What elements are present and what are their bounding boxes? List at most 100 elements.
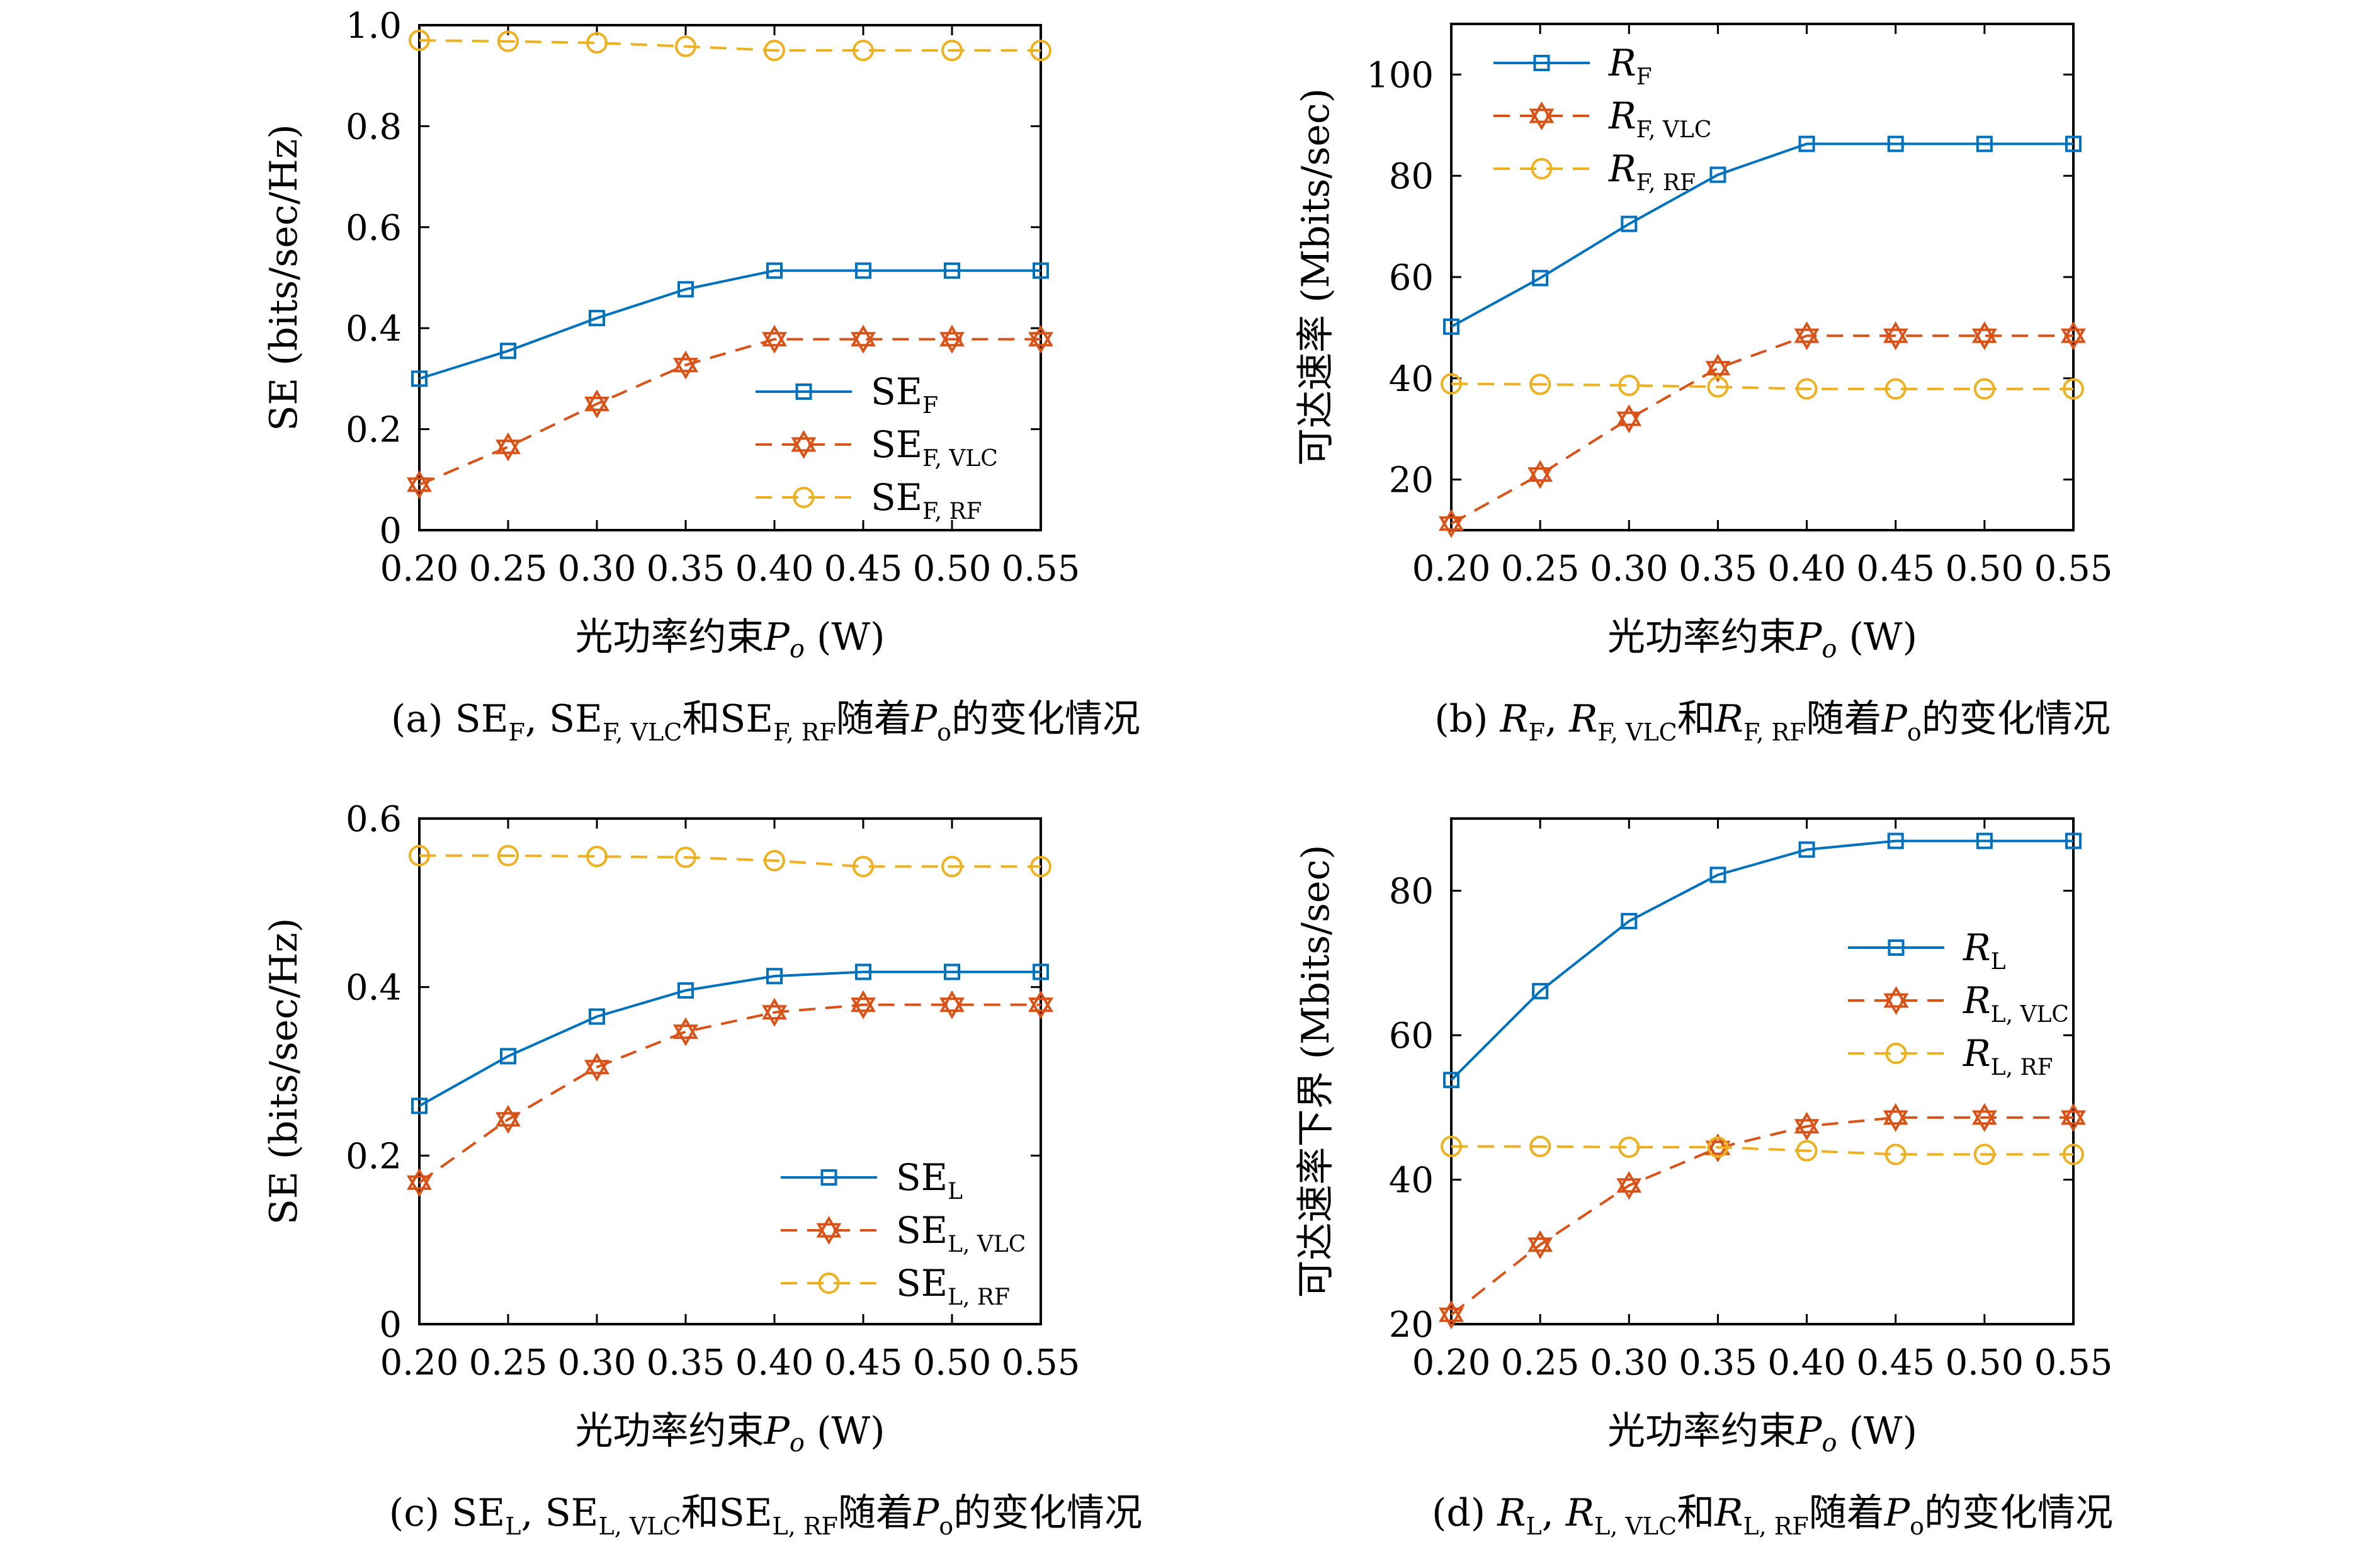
x-tick-label: 0.25 [469,548,548,589]
square-marker [677,982,694,999]
x-axis-label-text: 光功率约束 [575,615,764,659]
x-axis-label: 光功率约束Po (W) [575,615,885,664]
y-tick-label: 1.0 [346,6,402,47]
square-marker [1532,983,1549,1000]
hexagram-marker [1705,1133,1731,1155]
circle-marker [941,40,963,62]
square-marker [1709,866,1726,883]
caption-text: 随着 [1806,697,1882,741]
legend-label-text: R [1608,94,1636,137]
legend-label: SEF [871,370,938,419]
hexagram-marker [2061,328,2086,351]
legend-label: SEL, VLC [896,1209,1026,1257]
hexagram-marker [1527,467,1553,489]
circle-marker [1529,1135,1551,1157]
square-marker [589,310,605,327]
square-marker [1533,55,1550,71]
y-tick-label: 80 [1389,871,1434,912]
x-axis-label-var: P [1796,615,1823,659]
square-marker [855,963,871,980]
caption-var: R [1714,1491,1743,1535]
y-tick-label: 0.6 [346,208,402,249]
square-marker [411,370,428,387]
series-line [1450,1116,2073,1316]
caption-text: , SE [521,1491,598,1535]
x-axis-label-sub: o [790,635,805,664]
caption-text: 随着 [1809,1491,1884,1535]
square-marker [1887,135,1904,152]
caption-text: 的变化情况 [951,697,1140,741]
legend-label: RF, VLC [1608,94,1711,143]
hexagram-marker [1794,328,1820,351]
legend-label-sub: F, VLC [1636,117,1712,143]
hexagram-marker [1527,1230,1553,1252]
legend-label: SEF, RF [871,476,982,524]
caption-text: 和SE [681,1491,773,1535]
x-axis-label-text: 光功率约束 [1607,1409,1796,1453]
x-tick-label: 0.30 [1590,548,1669,589]
hexagram-marker [584,1060,609,1082]
caption-text: 随着 [836,697,912,741]
hexagram-marker [584,389,609,411]
square-marker [500,1048,516,1065]
hexagram-marker [1971,1110,1997,1132]
square-marker [1887,832,1904,849]
hexagram-marker [1028,324,1053,347]
square-marker [589,1008,605,1025]
hexagram-marker [1527,1237,1553,1259]
circle-marker [818,1273,840,1294]
series-1 [1439,321,2086,538]
x-tick-label: 0.45 [1856,1342,1935,1383]
square-marker [1443,318,1459,335]
hexagram-marker [816,1216,842,1238]
circle-marker [1441,373,1462,395]
y-tick-label: 40 [1389,359,1434,400]
caption-sub: L [1526,1512,1541,1539]
x-tick-label: 0.55 [1002,548,1080,589]
circle-marker [1796,378,1818,400]
caption-sub: F, VLC [1597,718,1677,746]
circle-marker [1707,1136,1729,1158]
circle-marker [675,35,696,57]
circle-marker [1796,1140,1818,1162]
legend-label-text: R [1963,979,1991,1022]
circle-marker [1030,856,1051,878]
hexagram-marker [762,997,787,1020]
circle-marker [1884,1143,1907,1165]
series-0 [411,262,1049,387]
x-axis-label-var: P [763,615,790,659]
legend-label: RL, VLC [1963,979,2069,1028]
square-marker [944,262,960,279]
caption-var: P [911,697,938,741]
circle-marker [1618,375,1640,397]
caption-text: SE [455,697,509,741]
hexagram-marker [1028,332,1053,354]
circle-marker [1531,158,1553,179]
y-tick-label: 60 [1389,1016,1434,1057]
caption-text: , [1542,1491,1566,1535]
caption-sub: L [505,1512,521,1539]
x-axis-label-sub: o [1822,635,1837,664]
hexagram-marker [1971,328,1997,351]
hexagram-marker [673,1017,698,1040]
legend-label-sub: F, RF [1636,170,1696,196]
legend-label-sub: L, RF [948,1284,1010,1310]
x-axis-label-unit: (W) [805,615,885,659]
circle-marker [853,40,874,62]
caption-var: P [1881,697,1908,741]
hexagram-marker [2061,1103,2086,1125]
plot-area-frame [418,817,1042,1325]
circle-marker [1618,1136,1640,1158]
x-tick-label: 0.40 [1767,548,1846,589]
legend-label: SEL [896,1156,963,1205]
y-tick-label: 40 [1389,1160,1434,1201]
x-tick-label: 0.35 [647,1342,725,1383]
hexagram-marker [496,1104,521,1127]
square-marker [1621,215,1638,232]
legend-label: RF, RF [1608,147,1696,196]
x-tick-label: 0.40 [1767,1342,1846,1383]
x-axis-label: 光功率约束Po (W) [575,1409,885,1458]
caption-sub: L, RF [773,1512,838,1539]
